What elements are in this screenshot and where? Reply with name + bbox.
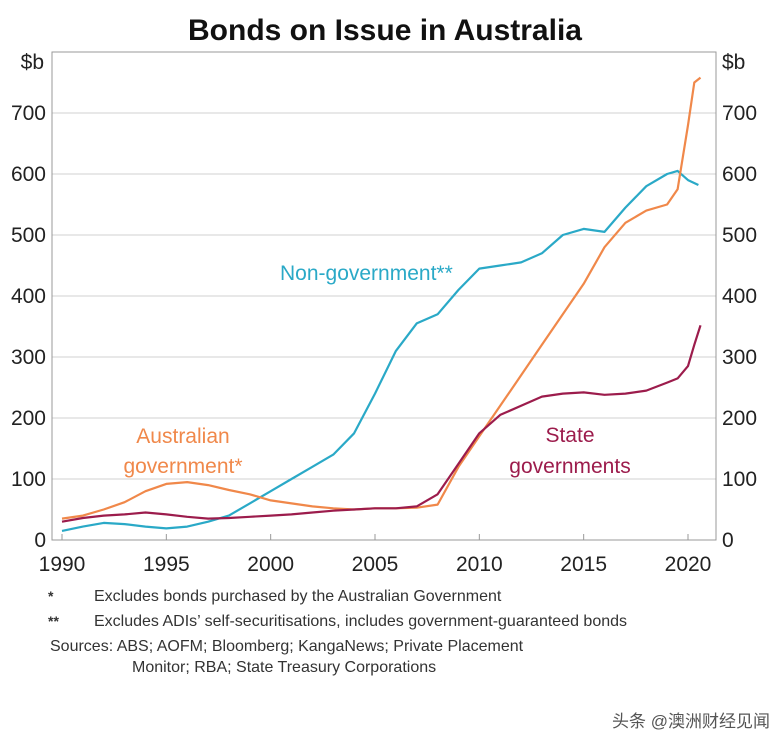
x-tick-label: 1990 — [39, 553, 86, 576]
y-tick-label-right: 700 — [722, 102, 757, 125]
y-tick-label-right: 200 — [722, 407, 757, 430]
x-tick-label: 2010 — [456, 553, 503, 576]
y-tick-label-left: 300 — [11, 346, 46, 369]
non-government-line — [61, 169, 699, 532]
x-axis: 1990 1995 2000 2005 2010 2015 2020 — [39, 534, 712, 576]
sources: Sources: ABS; AOFM; Bloomberg; KangaNews… — [0, 636, 780, 678]
x-tick-label: 1995 — [143, 553, 190, 576]
y-tick-label-left: 400 — [11, 285, 46, 308]
y-tick-label-right: 300 — [722, 346, 757, 369]
series-lines — [61, 76, 702, 532]
y-axis-unit-left: $b — [21, 51, 44, 74]
australian-government-label: government* — [123, 455, 242, 478]
footnote-text: Excludes ADIs’ self-securitisations, inc… — [94, 613, 628, 630]
grid-lines — [52, 112, 716, 480]
y-axis-left: 0 100 200 300 400 500 600 700 — [11, 102, 46, 552]
australian-government-line — [61, 76, 702, 520]
y-tick-label-left: 200 — [11, 407, 46, 430]
x-tick-label: 2020 — [665, 553, 712, 576]
y-tick-label-left: 500 — [11, 224, 46, 247]
footnote-marker: * — [48, 588, 54, 604]
x-tick-label: 2015 — [560, 553, 607, 576]
bonds-chart: Bonds on Issue in Australia $b $b 0 100 20… — [11, 14, 757, 576]
y-tick-label-right: 0 — [722, 529, 734, 552]
footnote-1: * Excludes bonds purchased by the Austra… — [0, 586, 780, 607]
y-axis-right: 0 100 200 300 400 500 600 700 — [722, 102, 757, 552]
state-governments-label: State — [545, 424, 594, 447]
sources-line-2: Monitor; RBA; State Treasury Corporation… — [132, 659, 437, 676]
y-tick-label-left: 0 — [34, 529, 46, 552]
y-tick-label-left: 100 — [11, 468, 46, 491]
footnote-text: Excludes bonds purchased by the Australi… — [94, 588, 502, 605]
plot-frame — [51, 51, 717, 541]
chart-title: Bonds on Issue in Australia — [188, 14, 582, 47]
x-tick-label: 2000 — [247, 553, 294, 576]
y-tick-label-right: 400 — [722, 285, 757, 308]
series-labels: Non-government** Australian government* Sta… — [123, 262, 630, 478]
non-government-label: Non-government** — [280, 262, 453, 285]
watermark: 头条 @澳洲财经见闻 — [612, 712, 770, 731]
x-tick-label: 2005 — [352, 553, 399, 576]
y-tick-label-right: 100 — [722, 468, 757, 491]
y-tick-label-left: 700 — [11, 102, 46, 125]
footnote-2: ** Excludes ADIs’ self-securitisations, … — [0, 611, 780, 632]
y-axis-unit-right: $b — [722, 51, 745, 74]
sources-line-1: Sources: ABS; AOFM; Bloomberg; KangaNews… — [50, 638, 524, 655]
y-tick-label-right: 600 — [722, 163, 757, 186]
y-tick-label-left: 600 — [11, 163, 46, 186]
state-governments-line — [61, 324, 702, 523]
footnote-marker: ** — [48, 613, 59, 629]
australian-government-label: Australian — [136, 425, 229, 448]
state-governments-label: governments — [509, 455, 630, 478]
y-tick-label-right: 500 — [722, 224, 757, 247]
footnotes: * Excludes bonds purchased by the Austra… — [0, 586, 780, 678]
